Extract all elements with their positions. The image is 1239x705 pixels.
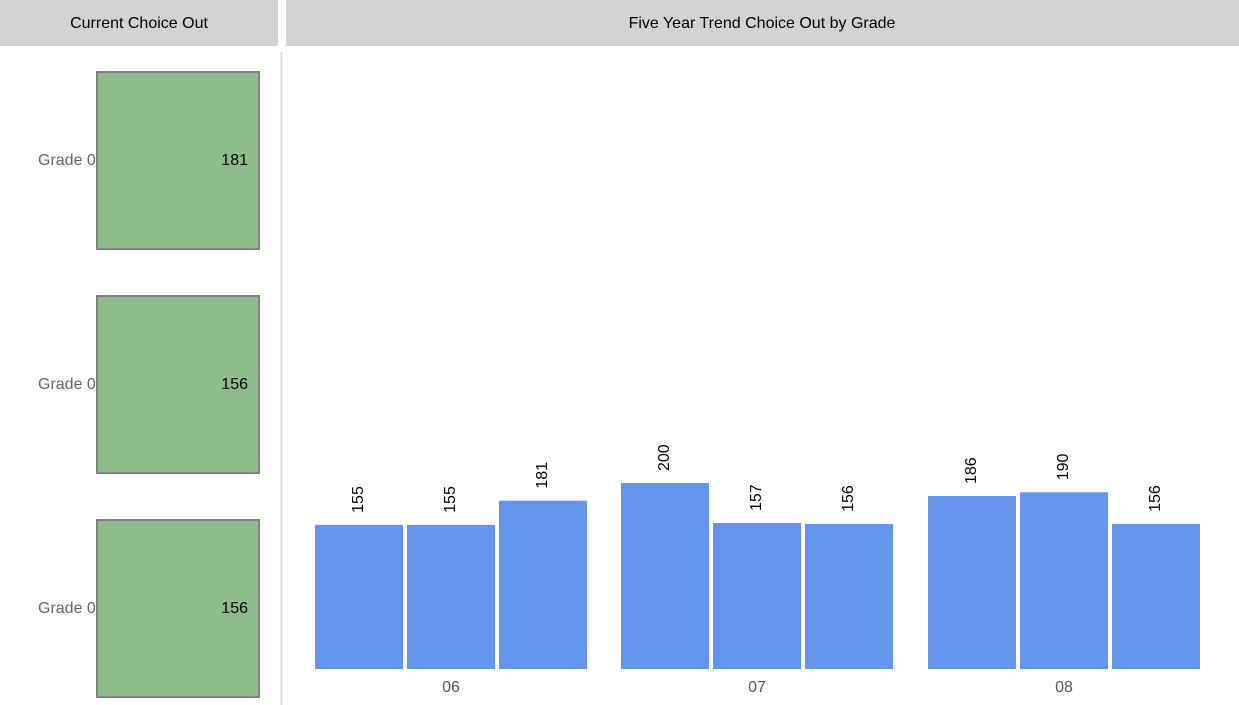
bar-value-label: 156 — [1147, 485, 1164, 512]
bar-value-label: 186 — [963, 457, 980, 484]
box-value: 156 — [221, 376, 248, 393]
bar — [1112, 523, 1200, 669]
bar — [499, 500, 587, 669]
bar-value-label: 155 — [350, 486, 367, 513]
bar-value-label: 190 — [1055, 454, 1072, 481]
value-box — [96, 519, 260, 698]
bar — [805, 523, 893, 669]
bar-value-label: 156 — [840, 485, 857, 512]
bar-value-label: 157 — [748, 484, 765, 511]
x-tick-label: 06 — [442, 679, 460, 696]
box-value: 181 — [221, 152, 248, 169]
chart-title: Five Year Trend Choice Out by Grade — [629, 15, 896, 32]
x-tick-label: 08 — [1055, 679, 1073, 696]
grade-label: Grade 07 — [38, 376, 105, 393]
value-box — [96, 295, 260, 474]
bar-value-label: 155 — [442, 486, 459, 513]
bar — [315, 524, 403, 669]
bar — [928, 496, 1016, 669]
bar — [407, 524, 495, 669]
bar — [1020, 492, 1108, 669]
bar-value-label: 181 — [534, 462, 551, 489]
bar — [621, 483, 709, 669]
right-header — [286, 0, 1239, 46]
bar — [713, 522, 801, 669]
grade-label: Grade 08 — [38, 600, 105, 617]
left-title: Current Choice Out — [70, 15, 208, 32]
x-tick-label: 07 — [748, 679, 766, 696]
grade-label: Grade 06 — [38, 152, 105, 169]
box-value: 156 — [221, 600, 248, 617]
left-header — [0, 0, 278, 46]
bar-value-label: 200 — [656, 444, 673, 471]
value-box — [96, 71, 260, 250]
